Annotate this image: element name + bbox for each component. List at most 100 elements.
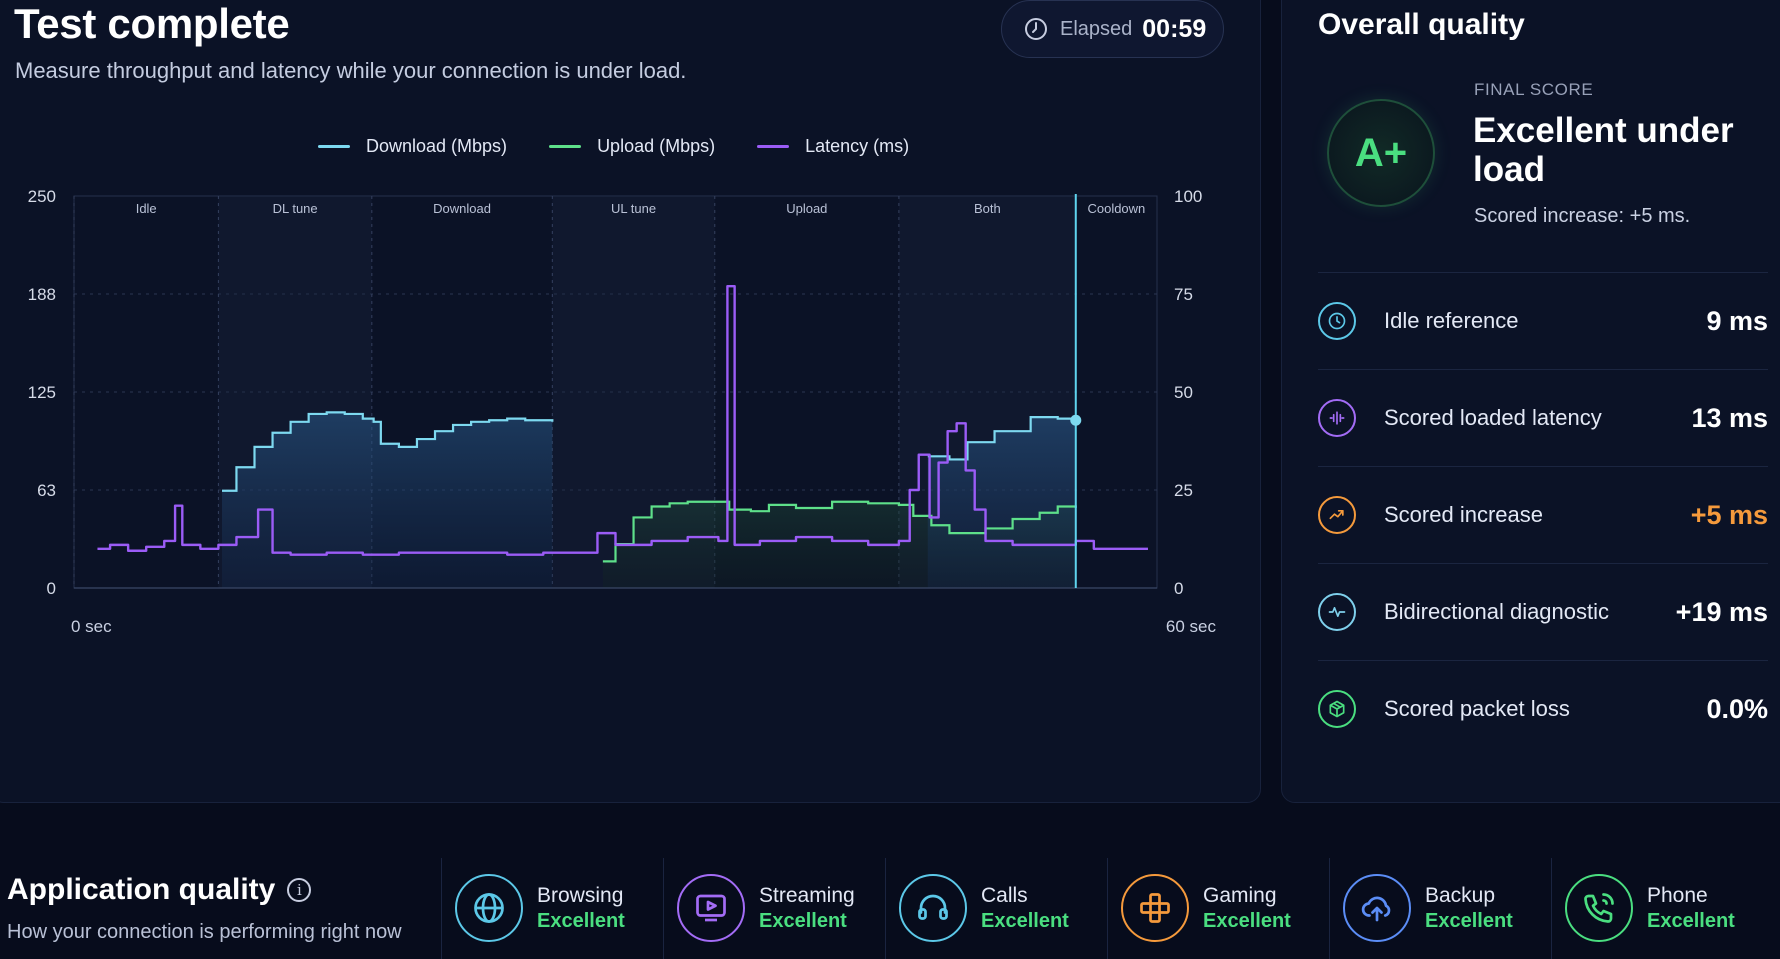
app-card-browsing[interactable]: Browsing Excellent <box>455 857 625 959</box>
app-divider <box>1107 858 1108 959</box>
app-card-calls[interactable]: Calls Excellent <box>899 857 1069 959</box>
legend-upload[interactable]: Upload (Mbps) <box>549 136 715 157</box>
y-left-tick-label: 125 <box>28 383 56 402</box>
app-name: Phone <box>1647 883 1708 907</box>
app-name: Browsing <box>537 883 624 907</box>
metric-scored-loaded-latency: Scored loaded latency 13 ms <box>1318 369 1768 466</box>
legend-swatch-latency <box>757 145 790 148</box>
phase-label: Cooldown <box>1087 201 1145 216</box>
y-right-tick-label: 75 <box>1174 285 1193 304</box>
metric-scored-increase: Scored increase +5 ms <box>1318 466 1768 563</box>
app-status: Excellent <box>1425 909 1513 932</box>
cloud-upload-icon <box>1343 874 1411 942</box>
final-score-headline: Excellent under load <box>1473 111 1734 189</box>
app-name: Gaming <box>1203 883 1277 907</box>
y-right-tick-label: 25 <box>1174 481 1193 500</box>
metric-idle-reference: Idle reference 9 ms <box>1318 272 1768 369</box>
test-panel <box>0 0 1261 803</box>
y-left-tick-label: 0 <box>47 579 56 598</box>
page-subtitle: Measure throughput and latency while you… <box>15 58 687 83</box>
legend-latency[interactable]: Latency (ms) <box>757 136 909 157</box>
phase-label: Idle <box>136 201 157 216</box>
application-quality-heading: Application quality <box>7 873 276 906</box>
y-right-tick-label: 50 <box>1174 383 1193 402</box>
metric-value: 0.0% <box>1706 693 1768 724</box>
app-divider <box>1551 858 1552 959</box>
app-divider <box>663 858 664 959</box>
application-quality-subtitle: How your connection is performing right … <box>7 921 402 943</box>
latency-series-line <box>97 284 1148 556</box>
app-name: Calls <box>981 883 1028 907</box>
app-status: Excellent <box>759 909 847 932</box>
globe-icon <box>455 874 523 942</box>
app-divider <box>885 858 886 959</box>
metric-label: Bidirectional diagnostic <box>1384 599 1610 624</box>
final-score-subtitle: Scored increase: +5 ms. <box>1474 205 1691 227</box>
final-score-label: FINAL SCORE <box>1474 80 1594 99</box>
waveform-icon <box>1318 399 1356 437</box>
play-screen-icon <box>677 874 745 942</box>
elapsed-timer: Elapsed 00:59 <box>1001 0 1224 58</box>
clock-icon <box>1025 18 1047 40</box>
phase-label: Download <box>433 201 491 216</box>
app-card-backup[interactable]: Backup Excellent <box>1343 857 1513 959</box>
grade-value: A+ <box>1354 130 1408 175</box>
chart-legend: Download (Mbps) Upload (Mbps) Latency (m… <box>318 136 951 157</box>
metric-label: Scored increase <box>1384 502 1543 527</box>
app-divider <box>1329 858 1330 959</box>
legend-label-upload: Upload (Mbps) <box>597 136 716 156</box>
info-icon[interactable]: i <box>287 878 312 902</box>
legend-swatch-download <box>318 145 350 148</box>
application-quality-title: Application quality i <box>7 873 312 907</box>
x-axis-label-start: 0 sec <box>71 617 112 636</box>
metric-label: Scored packet loss <box>1384 696 1570 721</box>
metric-scored-packet-loss: Scored packet loss 0.0% <box>1318 660 1768 757</box>
phase-label: Upload <box>786 201 827 216</box>
app-name: Backup <box>1425 883 1496 907</box>
phase-label: Both <box>974 201 1001 216</box>
elapsed-label: Elapsed <box>1060 17 1133 40</box>
clock-icon <box>1318 302 1356 340</box>
app-status: Excellent <box>1203 909 1291 932</box>
phase-label: DL tune <box>273 201 318 216</box>
package-icon <box>1318 690 1356 728</box>
legend-swatch-upload <box>549 145 582 148</box>
download-series-line <box>222 411 554 492</box>
metric-bidirectional-diagnostic: Bidirectional diagnostic +19 ms <box>1318 563 1768 660</box>
download-area <box>222 412 553 588</box>
gamepad-icon <box>1121 874 1189 942</box>
y-right-tick-label: 100 <box>1174 187 1202 206</box>
metric-value: +19 ms <box>1675 596 1768 627</box>
metric-label: Scored loaded latency <box>1384 405 1602 430</box>
y-left-tick-label: 188 <box>28 285 56 304</box>
current-time-dot <box>1070 414 1082 426</box>
app-status: Excellent <box>981 909 1069 932</box>
y-left-tick-label: 250 <box>28 187 56 206</box>
metric-value: 9 ms <box>1706 305 1768 336</box>
phase-label: UL tune <box>611 201 656 216</box>
download-series-line <box>927 415 1077 461</box>
app-status: Excellent <box>1647 909 1735 932</box>
app-card-gaming[interactable]: Gaming Excellent <box>1121 857 1291 959</box>
metric-value: 13 ms <box>1691 402 1768 433</box>
app-card-phone[interactable]: Phone Excellent <box>1565 857 1735 959</box>
legend-download[interactable]: Download (Mbps) <box>318 136 507 157</box>
app-divider <box>441 858 442 959</box>
metric-value: +5 ms <box>1690 499 1768 530</box>
app-card-streaming[interactable]: Streaming Excellent <box>677 857 855 959</box>
metric-label: Idle reference <box>1384 308 1519 333</box>
headset-icon <box>899 874 967 942</box>
legend-label-latency: Latency (ms) <box>805 136 910 156</box>
app-status: Excellent <box>537 909 625 932</box>
grade-badge: A+ <box>1327 99 1435 207</box>
app-name: Streaming <box>759 883 855 907</box>
page-title: Test complete <box>14 0 290 47</box>
y-left-tick-label: 63 <box>37 481 56 500</box>
x-axis-label-end: 60 sec <box>1166 617 1217 636</box>
metrics-list: Idle reference 9 ms Scored loaded latenc… <box>1318 272 1768 757</box>
upload-series-line <box>602 500 1077 563</box>
y-right-tick-label: 0 <box>1174 579 1183 598</box>
pulse-icon <box>1318 593 1356 631</box>
overall-quality-title: Overall quality <box>1318 8 1525 41</box>
